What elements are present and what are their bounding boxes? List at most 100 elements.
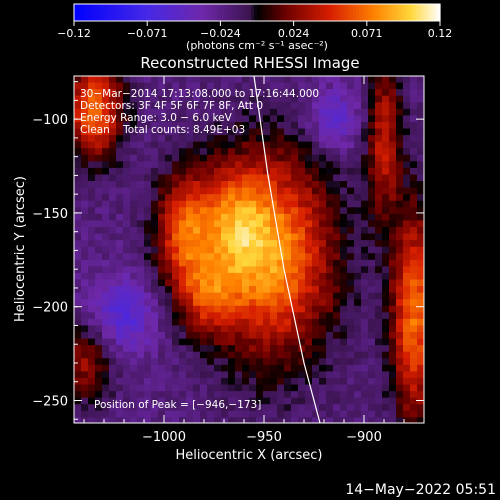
heatmap-cell [326, 292, 334, 300]
heatmap-cell [305, 312, 313, 320]
heatmap-cell [158, 240, 166, 248]
heatmap-cell [235, 187, 243, 195]
heatmap-cell [74, 397, 82, 405]
heatmap-cell [235, 141, 243, 149]
heatmap-cell [396, 384, 404, 392]
heatmap-cell [375, 272, 383, 281]
heatmap-cell [165, 272, 173, 281]
heatmap-cell [130, 292, 138, 300]
heatmap-cell [221, 76, 229, 84]
heatmap-cell [340, 286, 348, 294]
heatmap-cell [249, 391, 257, 399]
heatmap-cell [305, 174, 313, 182]
heatmap-cell [305, 220, 313, 228]
heatmap-cell [151, 417, 159, 423]
heatmap-cell [291, 358, 299, 366]
heatmap-cell [396, 312, 404, 320]
heatmap-cell [403, 305, 411, 313]
heatmap-cell [158, 345, 166, 353]
heatmap-cell [410, 266, 418, 274]
heatmap-cell [403, 345, 411, 353]
heatmap-cell [193, 410, 201, 418]
heatmap-cell [361, 325, 369, 333]
heatmap-cell [221, 141, 229, 149]
heatmap-cell [235, 246, 243, 254]
heatmap-cell [403, 364, 411, 373]
heatmap-cell [186, 384, 194, 392]
heatmap-cell [298, 220, 306, 228]
heatmap-cell [277, 76, 285, 84]
colorbar-segment [269, 4, 273, 21]
heatmap-cell [228, 272, 236, 281]
heatmap-cell [81, 135, 89, 143]
heatmap-cell [375, 220, 383, 228]
heatmap-cell [305, 194, 313, 202]
heatmap-cell [403, 148, 411, 156]
heatmap-cell [235, 266, 243, 274]
heatmap-cell [74, 233, 82, 241]
heatmap-cell [158, 266, 166, 274]
heatmap-cell [361, 187, 369, 195]
heatmap-cell [102, 259, 110, 267]
heatmap-cell [144, 128, 152, 136]
heatmap-cell [403, 272, 411, 281]
heatmap-cell [347, 108, 355, 116]
heatmap-cell [410, 174, 418, 182]
heatmap-cell [137, 220, 145, 228]
heatmap-cell [340, 128, 348, 136]
heatmap-cell [291, 384, 299, 392]
colorbar-segment [323, 4, 327, 21]
heatmap-cell [207, 417, 215, 423]
heatmap-cell [235, 253, 243, 261]
heatmap-cell [123, 220, 131, 228]
heatmap-cell [193, 266, 201, 274]
heatmap-cell [361, 312, 369, 320]
heatmap-cell [88, 174, 96, 182]
heatmap-cell [200, 286, 208, 294]
heatmap-cell [396, 246, 404, 254]
heatmap-cell [116, 161, 124, 169]
heatmap-cell [417, 351, 424, 359]
heatmap-cell [249, 108, 257, 116]
colorbar-segment [230, 4, 234, 21]
heatmap-cell [186, 213, 194, 222]
heatmap-cell [319, 167, 327, 176]
heatmap-cell [333, 272, 341, 281]
heatmap-cell [382, 417, 390, 423]
heatmap-cell [116, 397, 124, 405]
heatmap-cell [158, 207, 166, 215]
heatmap-cell [151, 364, 159, 373]
heatmap-cell [123, 272, 131, 281]
heatmap-cell [291, 161, 299, 169]
heatmap-cell [200, 358, 208, 366]
heatmap-cell [81, 253, 89, 261]
heatmap-cell [214, 338, 222, 346]
heatmap-cell [228, 259, 236, 267]
heatmap-cell [116, 312, 124, 320]
heatmap-cell [305, 358, 313, 366]
heatmap-cell [123, 128, 131, 136]
heatmap-cell [228, 128, 236, 136]
heatmap-cell [144, 305, 152, 313]
heatmap-cell [116, 332, 124, 340]
heatmap-cell [361, 233, 369, 241]
heatmap-cell [361, 89, 369, 97]
heatmap-cell [158, 102, 166, 110]
heatmap-cell [312, 213, 320, 222]
heatmap-cell [270, 384, 278, 392]
heatmap-cell [137, 154, 145, 162]
heatmap-cell [193, 89, 201, 97]
heatmap-cell [102, 115, 110, 123]
heatmap-cell [298, 226, 306, 235]
heatmap-cell [354, 246, 362, 254]
heatmap-cell [277, 332, 285, 340]
heatmap-cell [389, 167, 397, 176]
heatmap-cell [312, 397, 320, 405]
heatmap-cell [417, 220, 424, 228]
heatmap-cell [249, 89, 257, 97]
heatmap-cell [151, 266, 159, 274]
heatmap-cell [207, 167, 215, 176]
heatmap-cell [249, 312, 257, 320]
heatmap-cell [95, 279, 103, 287]
colorbar-segment [92, 4, 96, 21]
